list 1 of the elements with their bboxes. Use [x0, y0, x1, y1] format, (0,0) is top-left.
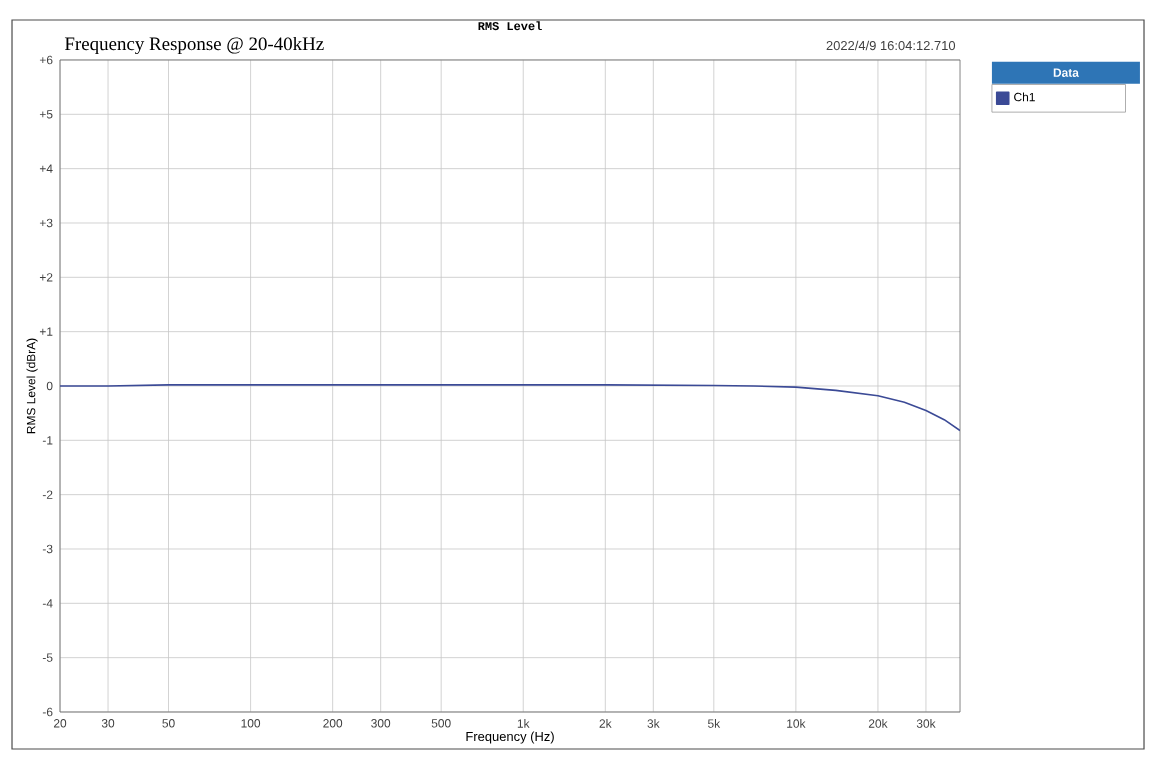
chart-subtitle: Frequency Response @ 20-40kHz: [64, 36, 324, 55]
